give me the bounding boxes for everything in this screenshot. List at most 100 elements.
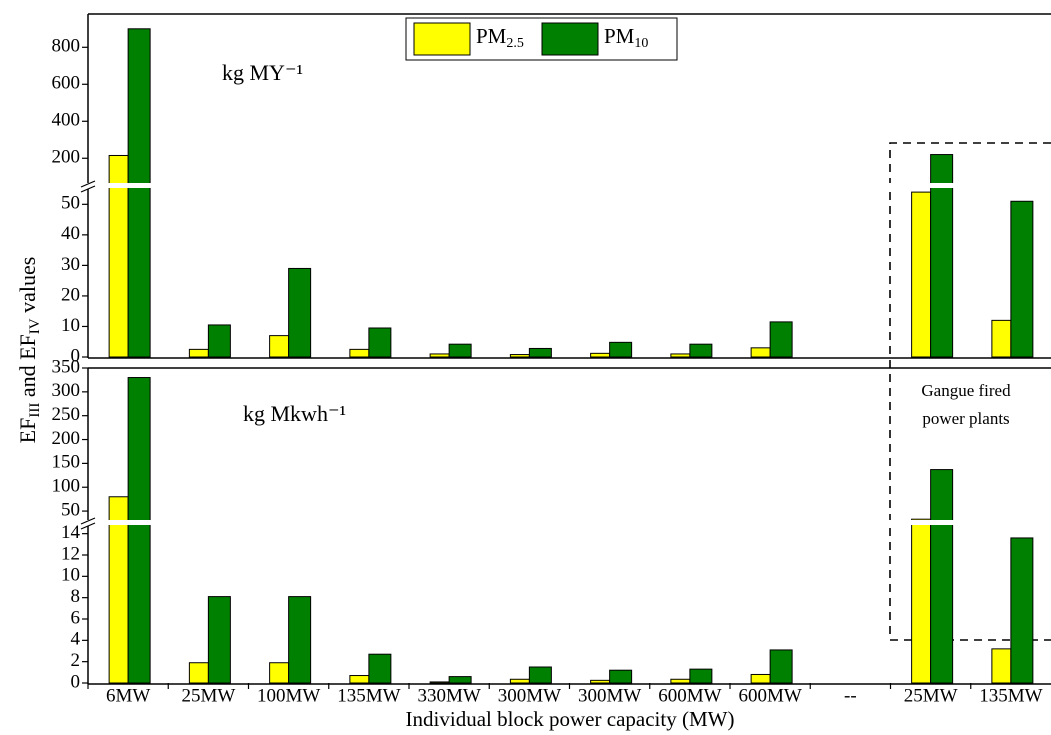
y-tick-label: 200 bbox=[52, 147, 81, 168]
axis-break bbox=[82, 183, 1051, 188]
bar bbox=[349, 348, 370, 358]
y-tick-label: 20 bbox=[61, 284, 80, 305]
bar bbox=[689, 343, 713, 358]
unit-label: kg Mkwh⁻¹ bbox=[243, 401, 346, 426]
bar bbox=[769, 321, 793, 358]
y-tick-label: 30 bbox=[61, 254, 80, 275]
bar bbox=[991, 648, 1012, 684]
bar bbox=[429, 681, 450, 684]
x-tick-label: 600MW bbox=[658, 685, 721, 706]
legend-label: PM10 bbox=[604, 24, 648, 51]
y-tick-label: 150 bbox=[52, 452, 81, 473]
y-tick-label: 14 bbox=[61, 522, 81, 543]
y-tick-label: 12 bbox=[61, 543, 80, 564]
bar bbox=[1010, 537, 1034, 684]
bar bbox=[448, 343, 472, 358]
bar bbox=[991, 319, 1012, 358]
x-axis-label: Individual block power capacity (MW) bbox=[406, 707, 735, 731]
y-tick-label: 4 bbox=[71, 629, 81, 650]
bar bbox=[288, 267, 312, 358]
bar bbox=[368, 653, 392, 684]
bar bbox=[609, 341, 633, 358]
bar bbox=[670, 678, 691, 684]
bar bbox=[670, 353, 691, 358]
break-mark bbox=[80, 180, 96, 188]
bar bbox=[528, 666, 552, 684]
bar bbox=[509, 678, 530, 684]
y-tick-label: 50 bbox=[61, 193, 80, 214]
bar bbox=[207, 324, 231, 358]
y-tick-label: 40 bbox=[61, 223, 80, 244]
bar bbox=[188, 348, 209, 358]
bar bbox=[528, 347, 552, 358]
y-tick-label: 400 bbox=[52, 110, 81, 131]
x-tick-label: 25MW bbox=[904, 685, 958, 706]
x-tick-label: 330MW bbox=[417, 685, 480, 706]
y-tick-label: 200 bbox=[52, 428, 81, 449]
y-tick-label: 2 bbox=[71, 650, 81, 671]
bar bbox=[127, 28, 151, 358]
y-tick-label: 300 bbox=[52, 380, 81, 401]
x-tick-label: 100MW bbox=[257, 685, 320, 706]
legend-swatch bbox=[413, 22, 471, 56]
legend-swatch bbox=[541, 22, 599, 56]
x-tick-label: 25MW bbox=[181, 685, 235, 706]
bar bbox=[509, 354, 530, 358]
bar bbox=[207, 596, 231, 684]
y-tick-label: 10 bbox=[61, 315, 80, 336]
bar bbox=[269, 335, 290, 358]
y-tick-label: 50 bbox=[61, 499, 80, 520]
y-tick-label: 8 bbox=[71, 586, 81, 607]
legend-label: PM2.5 bbox=[476, 24, 524, 51]
y-tick-label: 100 bbox=[52, 476, 81, 497]
y-tick-label: 800 bbox=[52, 36, 81, 57]
x-tick-label: 300MW bbox=[498, 685, 561, 706]
annotation: Gangue fired bbox=[921, 381, 1011, 400]
bar bbox=[911, 191, 932, 358]
bar bbox=[590, 352, 611, 358]
y-tick-label: 0 bbox=[71, 345, 81, 366]
bar bbox=[349, 675, 370, 684]
bar bbox=[429, 353, 450, 358]
x-tick-label: 300MW bbox=[578, 685, 641, 706]
bar bbox=[188, 662, 209, 684]
annotation: power plants bbox=[922, 409, 1009, 428]
bar bbox=[769, 649, 793, 684]
bar bbox=[609, 669, 633, 684]
y-tick-label: 10 bbox=[61, 565, 80, 586]
bar bbox=[911, 518, 932, 684]
y-axis-label-part: and EF bbox=[15, 334, 40, 402]
bar bbox=[127, 377, 151, 684]
annotation-box bbox=[889, 142, 1051, 641]
bar bbox=[930, 154, 954, 358]
x-tick-label: 600MW bbox=[738, 685, 801, 706]
axis-break bbox=[82, 520, 1051, 525]
bar bbox=[750, 673, 771, 684]
y-tick-label: 6 bbox=[71, 607, 81, 628]
y-tick-label: 0 bbox=[71, 671, 81, 692]
bar bbox=[269, 662, 290, 684]
x-tick-label: 135MW bbox=[337, 685, 400, 706]
bar bbox=[689, 668, 713, 684]
y-tick-label: 350 bbox=[52, 356, 81, 377]
y-axis-label-part: IV bbox=[27, 318, 43, 334]
bar bbox=[368, 327, 392, 358]
y-axis-label-part: EF bbox=[15, 418, 40, 444]
bar bbox=[930, 469, 954, 684]
x-tick-label: -- bbox=[844, 685, 857, 706]
y-tick-label: 600 bbox=[52, 73, 81, 94]
bar bbox=[288, 596, 312, 684]
break-mark bbox=[80, 517, 96, 525]
bar bbox=[590, 679, 611, 684]
unit-label: kg MY⁻¹ bbox=[222, 60, 303, 85]
y-axis-label-part: III bbox=[27, 403, 43, 418]
y-axis-label: EFIII and EFIV values bbox=[15, 257, 43, 444]
bar bbox=[1010, 200, 1034, 358]
x-tick-label: 135MW bbox=[979, 685, 1042, 706]
y-axis-label-part: values bbox=[15, 257, 40, 319]
y-tick-label: 250 bbox=[52, 404, 81, 425]
x-tick-label: 6MW bbox=[106, 685, 150, 706]
bar bbox=[750, 347, 771, 358]
bar bbox=[448, 676, 472, 684]
